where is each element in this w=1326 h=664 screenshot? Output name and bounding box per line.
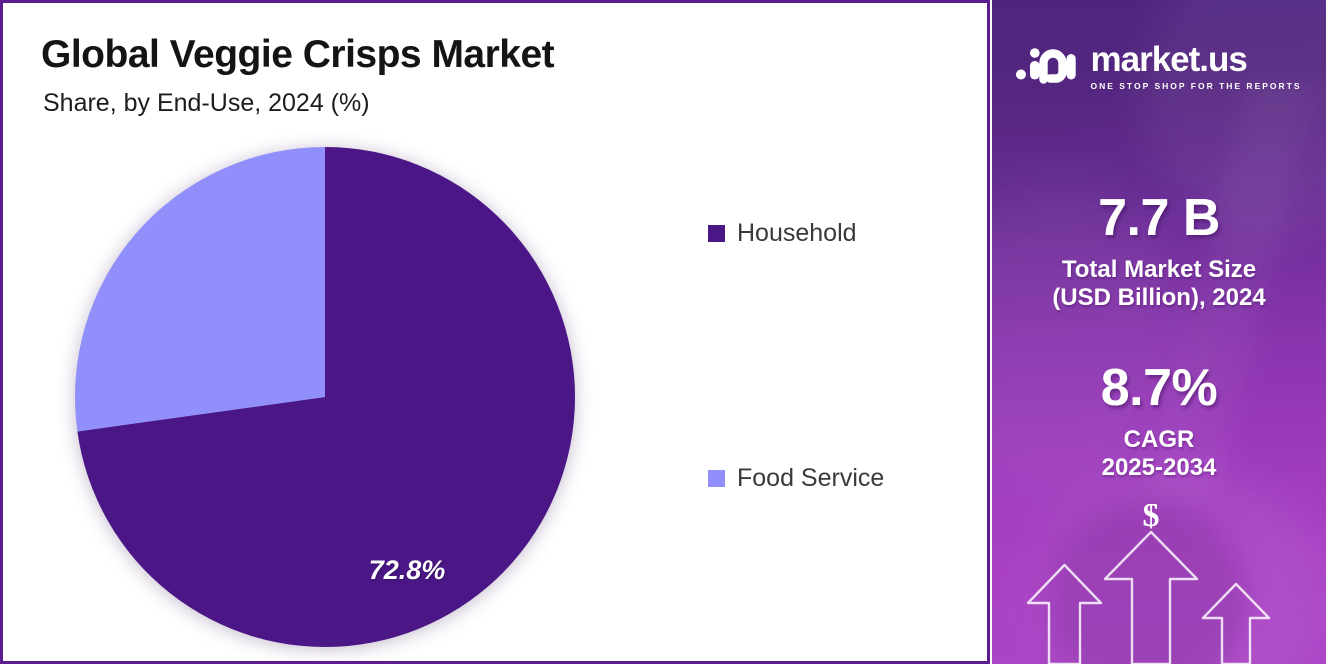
stat-label-cagr: CAGR 2025-2034 bbox=[992, 426, 1326, 482]
growth-arrows-decoration: $ bbox=[1026, 504, 1271, 664]
arrow-up-center-icon bbox=[1103, 530, 1199, 664]
legend-label-household: Household bbox=[737, 219, 857, 247]
brand-logo[interactable]: market.us ONE STOP SHOP FOR THE REPORTS bbox=[992, 42, 1326, 91]
chart-panel: Global Veggie Crisps Market Share, by En… bbox=[0, 0, 990, 664]
stat-cagr: 8.7% CAGR 2025-2034 bbox=[992, 358, 1326, 482]
legend-item-household[interactable]: Household bbox=[708, 219, 857, 248]
pie-slice-household[interactable] bbox=[77, 147, 575, 647]
legend-swatch-household bbox=[708, 225, 725, 242]
stat-label-line-2: 2025-2034 bbox=[1101, 453, 1217, 481]
chart-subtitle: Share, by End-Use, 2024 (%) bbox=[43, 89, 370, 117]
logo-wordmark: market.us bbox=[1090, 40, 1247, 79]
pie-svg bbox=[74, 146, 575, 647]
stat-label-line-1: CAGR bbox=[1123, 426, 1195, 453]
market-us-logo-icon bbox=[1016, 48, 1077, 84]
stat-label-line-1: Total Market Size bbox=[1061, 256, 1257, 283]
stat-label-line-2: (USD Billion), 2024 bbox=[1052, 283, 1266, 311]
stat-label-market-size: Total Market Size (USD Billion), 2024 bbox=[992, 256, 1326, 312]
legend-swatch-food-service bbox=[708, 470, 725, 487]
stat-total-market-size: 7.7 B Total Market Size (USD Billion), 2… bbox=[992, 188, 1326, 312]
pie-slice-food-service[interactable] bbox=[74, 146, 325, 432]
legend-item-food-service[interactable]: Food Service bbox=[708, 464, 884, 493]
stat-value-market-size: 7.7 B bbox=[1098, 189, 1220, 247]
logo-tagline: ONE STOP SHOP FOR THE REPORTS bbox=[1090, 81, 1302, 91]
pie-slice-group bbox=[74, 146, 575, 647]
page-title: Global Veggie Crisps Market bbox=[41, 33, 555, 76]
arrow-up-right-icon bbox=[1201, 582, 1271, 664]
arrow-up-left-icon bbox=[1026, 563, 1103, 664]
logo-text-block: market.us ONE STOP SHOP FOR THE REPORTS bbox=[1090, 42, 1301, 91]
stat-value-cagr: 8.7% bbox=[1100, 359, 1218, 417]
stats-panel: market.us ONE STOP SHOP FOR THE REPORTS … bbox=[992, 0, 1326, 664]
pie-data-label-household: 72.8% bbox=[368, 555, 446, 585]
pie-chart: 72.8% bbox=[71, 143, 579, 651]
legend-label-food-service: Food Service bbox=[737, 464, 885, 492]
dollar-sign-icon: $ bbox=[1143, 504, 1160, 534]
